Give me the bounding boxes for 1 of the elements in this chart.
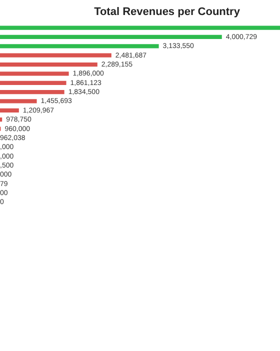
chart-title: Total Revenues per Country (94, 6, 241, 18)
